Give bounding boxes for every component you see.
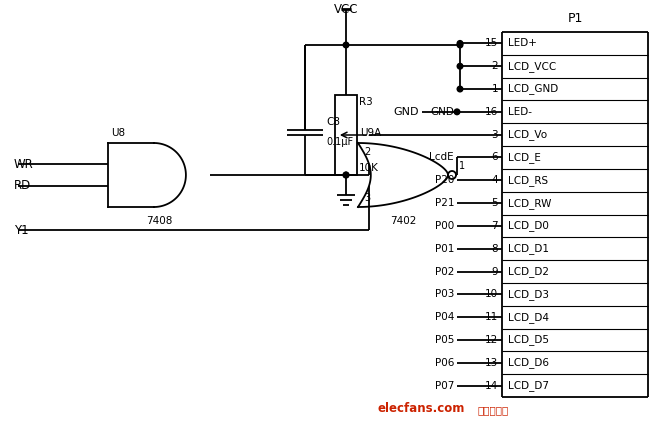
- Text: 10: 10: [485, 289, 498, 299]
- Text: 1: 1: [459, 161, 465, 171]
- Text: P21: P21: [434, 198, 454, 208]
- Text: 14: 14: [484, 381, 498, 391]
- Text: 16: 16: [484, 107, 498, 117]
- Text: 2: 2: [492, 61, 498, 71]
- Circle shape: [457, 63, 463, 69]
- Text: LCD_D4: LCD_D4: [508, 312, 549, 323]
- Text: P01: P01: [435, 244, 454, 254]
- Text: LCD_RW: LCD_RW: [508, 198, 551, 209]
- Circle shape: [343, 172, 348, 178]
- Text: elecfans.com: elecfans.com: [378, 402, 465, 415]
- Text: 7402: 7402: [390, 216, 416, 226]
- Text: 7: 7: [492, 221, 498, 231]
- Circle shape: [457, 86, 463, 92]
- Text: 7408: 7408: [146, 216, 172, 226]
- Text: LCD_D6: LCD_D6: [508, 357, 549, 368]
- Text: LCD_D3: LCD_D3: [508, 289, 549, 300]
- Circle shape: [457, 41, 463, 46]
- Text: 3: 3: [492, 130, 498, 140]
- Circle shape: [457, 42, 463, 48]
- Text: LCD_RS: LCD_RS: [508, 175, 548, 186]
- Text: P05: P05: [435, 335, 454, 345]
- Text: LCD_GND: LCD_GND: [508, 84, 558, 94]
- Text: 4: 4: [492, 175, 498, 185]
- Circle shape: [454, 109, 460, 115]
- Text: 13: 13: [484, 358, 498, 368]
- Text: P03: P03: [435, 289, 454, 299]
- Text: 6: 6: [492, 153, 498, 162]
- Circle shape: [343, 172, 348, 178]
- Text: 9: 9: [492, 266, 498, 277]
- Bar: [335, 95, 357, 175]
- Text: LCD_D5: LCD_D5: [508, 334, 549, 346]
- Text: R3: R3: [359, 97, 373, 107]
- Text: 15: 15: [484, 38, 498, 48]
- Text: LED+: LED+: [508, 38, 537, 48]
- Text: GND: GND: [430, 107, 454, 117]
- Text: P1: P1: [568, 11, 583, 25]
- Text: U9A: U9A: [360, 128, 381, 138]
- Text: LED-: LED-: [508, 107, 532, 117]
- Text: WR: WR: [14, 158, 34, 170]
- Text: 2: 2: [364, 147, 370, 157]
- Text: GND: GND: [393, 107, 419, 117]
- Text: LCD_E: LCD_E: [508, 152, 541, 163]
- Text: P06: P06: [435, 358, 454, 368]
- Text: LCD_Vo: LCD_Vo: [508, 129, 547, 140]
- Text: LCD_VCC: LCD_VCC: [508, 61, 556, 72]
- Text: VCC: VCC: [334, 3, 358, 16]
- Text: P02: P02: [435, 266, 454, 277]
- Text: 11: 11: [484, 312, 498, 322]
- Text: 10K: 10K: [359, 163, 379, 173]
- Text: P20: P20: [435, 175, 454, 185]
- Text: LCD_D2: LCD_D2: [508, 266, 549, 277]
- Text: P07: P07: [435, 381, 454, 391]
- Text: C8: C8: [326, 117, 340, 127]
- Text: 5: 5: [492, 198, 498, 208]
- Text: LCD_D7: LCD_D7: [508, 380, 549, 391]
- Text: LcdE: LcdE: [430, 153, 454, 162]
- Text: LCD_D1: LCD_D1: [508, 243, 549, 254]
- Text: 12: 12: [484, 335, 498, 345]
- Text: LCD_D0: LCD_D0: [508, 221, 549, 231]
- Text: 图员发烧友: 图员发烧友: [478, 405, 510, 415]
- Text: RD: RD: [14, 179, 31, 193]
- Text: P00: P00: [435, 221, 454, 231]
- Text: 1: 1: [492, 84, 498, 94]
- Text: 0.1μF: 0.1μF: [326, 137, 353, 147]
- Text: 3: 3: [364, 193, 370, 203]
- Text: Y1: Y1: [14, 224, 28, 236]
- Text: P04: P04: [435, 312, 454, 322]
- Text: 8: 8: [492, 244, 498, 254]
- Circle shape: [343, 42, 348, 48]
- Text: U8: U8: [111, 128, 125, 138]
